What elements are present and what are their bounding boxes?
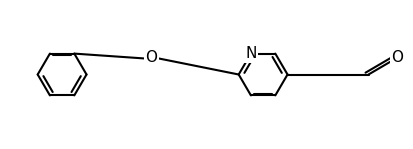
Text: O: O <box>391 50 403 65</box>
Text: O: O <box>145 50 157 65</box>
Text: N: N <box>245 46 256 61</box>
